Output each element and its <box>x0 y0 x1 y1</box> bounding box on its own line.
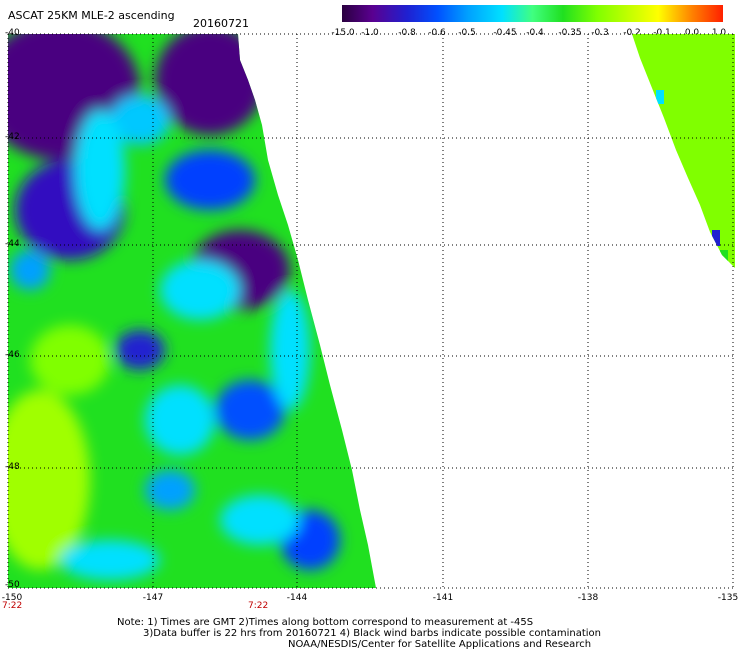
colorbar-label: -0.6 <box>428 28 446 38</box>
colorbar-label: -15.0 <box>331 28 355 38</box>
colorbar-label: 1.0 <box>711 28 727 38</box>
map-date: 20160721 <box>193 17 249 30</box>
colorbar-label: -0.4 <box>526 28 544 38</box>
time-label: 7:22 <box>2 601 23 611</box>
lat-label: -48 <box>5 462 20 472</box>
colorbar-label: 0.0 <box>684 28 700 38</box>
swath-left <box>8 34 376 588</box>
lat-label: -42 <box>5 132 20 142</box>
colorbar-label: -0.35 <box>558 28 582 38</box>
lat-label: -40 <box>5 28 20 38</box>
lon-label: -138 <box>577 593 599 603</box>
colorbar-label: -0.45 <box>493 28 517 38</box>
lon-label: -135 <box>717 593 739 603</box>
colorbar-label: -0.8 <box>398 28 416 38</box>
colorbar-label: -1.0 <box>361 28 379 38</box>
note-line-2: 3)Data buffer is 22 hrs from 20160721 4)… <box>143 628 601 639</box>
lat-label: -50 <box>5 580 20 590</box>
note-line-3: NOAA/NESDIS/Center for Satellite Applica… <box>288 639 592 650</box>
colorbar-label: -0.1 <box>653 28 671 38</box>
colorbar-gradient <box>342 5 723 22</box>
time-label: 7:22 <box>248 601 269 611</box>
colorbar-label: -0.3 <box>591 28 609 38</box>
lon-label: -141 <box>432 593 454 603</box>
grid <box>7 33 735 589</box>
lon-label: -150 <box>1 593 23 603</box>
colorbar-label: -0.2 <box>623 28 641 38</box>
map-title: ASCAT 25KM MLE-2 ascending <box>8 9 175 22</box>
swath-right <box>632 34 735 268</box>
lat-label: -46 <box>5 350 20 360</box>
lat-label: -44 <box>5 239 20 249</box>
lon-label: -144 <box>286 593 308 603</box>
note-line-1: Note: 1) Times are GMT 2)Times along bot… <box>117 617 534 628</box>
colorbar-label: -0.5 <box>458 28 476 38</box>
lon-label: -147 <box>142 593 164 603</box>
